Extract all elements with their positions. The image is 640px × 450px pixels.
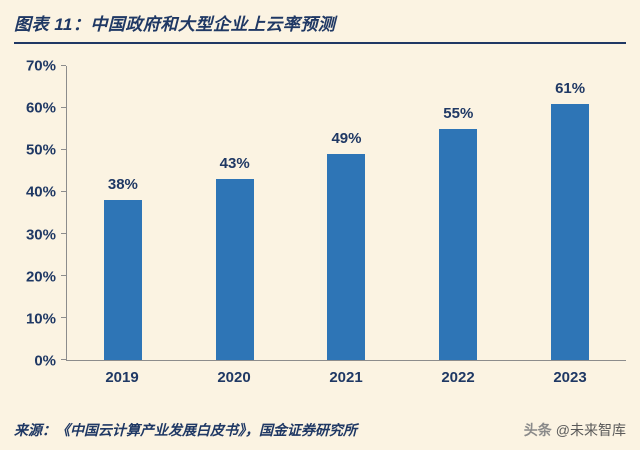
y-tick-label: 30%	[25, 226, 56, 244]
y-axis: 0% 10% 20% 30% 40% 50% 60% 70%	[14, 58, 66, 370]
y-tick-label: 60%	[25, 99, 56, 117]
bar-value-label: 61%	[555, 79, 586, 97]
x-category-label: 2022	[441, 369, 475, 386]
bar	[439, 129, 478, 360]
chart-header: 图表 11：中国政府和大型企业上云率预测	[14, 10, 626, 44]
x-category-label: 2019	[105, 369, 139, 386]
bar-chart: 0% 10% 20% 30% 40% 50% 60% 70% 38% 43% 49% 55% 61% …	[14, 58, 626, 386]
bar-group: 43%	[179, 66, 291, 360]
y-tick-mark	[61, 106, 66, 108]
x-category-label: 2023	[553, 369, 587, 386]
bar	[551, 103, 590, 360]
bar-group: 55%	[402, 66, 514, 360]
bar-value-label: 55%	[443, 105, 474, 122]
bar-group: 61%	[514, 66, 626, 360]
bar-value-label: 49%	[331, 130, 362, 148]
x-category-label: 2020	[217, 369, 251, 386]
y-tick-mark	[61, 148, 66, 150]
x-axis-row: 2019 2020 2021 2022 2023	[14, 369, 626, 386]
bar	[327, 154, 366, 360]
watermark: 头条 @未来智库	[524, 420, 626, 440]
bar-value-label: 43%	[219, 155, 250, 173]
y-tick-label: 0%	[34, 352, 56, 370]
x-axis: 2019 2020 2021 2022 2023	[66, 369, 626, 386]
bar	[103, 200, 142, 360]
y-axis-spacer	[14, 369, 66, 386]
y-tick-label: 20%	[25, 268, 56, 286]
y-tick-mark	[61, 190, 66, 192]
source-note: 来源：《中国云计算产业发展白皮书》，国金证券研究所	[14, 422, 357, 438]
y-tick-label: 50%	[25, 141, 56, 159]
y-tick-mark	[61, 274, 66, 276]
y-tick-label: 40%	[25, 183, 56, 201]
watermark-handle: @未来智库	[555, 422, 626, 438]
chart-body: 0% 10% 20% 30% 40% 50% 60% 70% 38% 43% 49% 55% 61%	[14, 58, 626, 370]
y-tick-mark	[61, 358, 66, 360]
bar	[215, 179, 254, 360]
y-tick-mark	[61, 64, 66, 66]
x-category-label: 2021	[329, 369, 363, 386]
y-tick-label: 70%	[25, 57, 56, 75]
chart-title: 图表 11：中国政府和大型企业上云率预测	[14, 15, 336, 34]
bar-group: 38%	[67, 66, 179, 360]
toutiao-logo: 头条	[523, 422, 552, 438]
bar-group: 49%	[291, 66, 403, 360]
title-divider	[14, 42, 626, 44]
chart-footer: 来源：《中国云计算产业发展白皮书》，国金证券研究所 头条 @未来智库	[14, 420, 626, 440]
y-tick-mark	[61, 316, 66, 318]
y-tick-mark	[61, 232, 66, 234]
bar-value-label: 38%	[107, 176, 138, 194]
y-tick-label: 10%	[25, 310, 56, 328]
plot-area: 38% 43% 49% 55% 61%	[61, 64, 626, 361]
